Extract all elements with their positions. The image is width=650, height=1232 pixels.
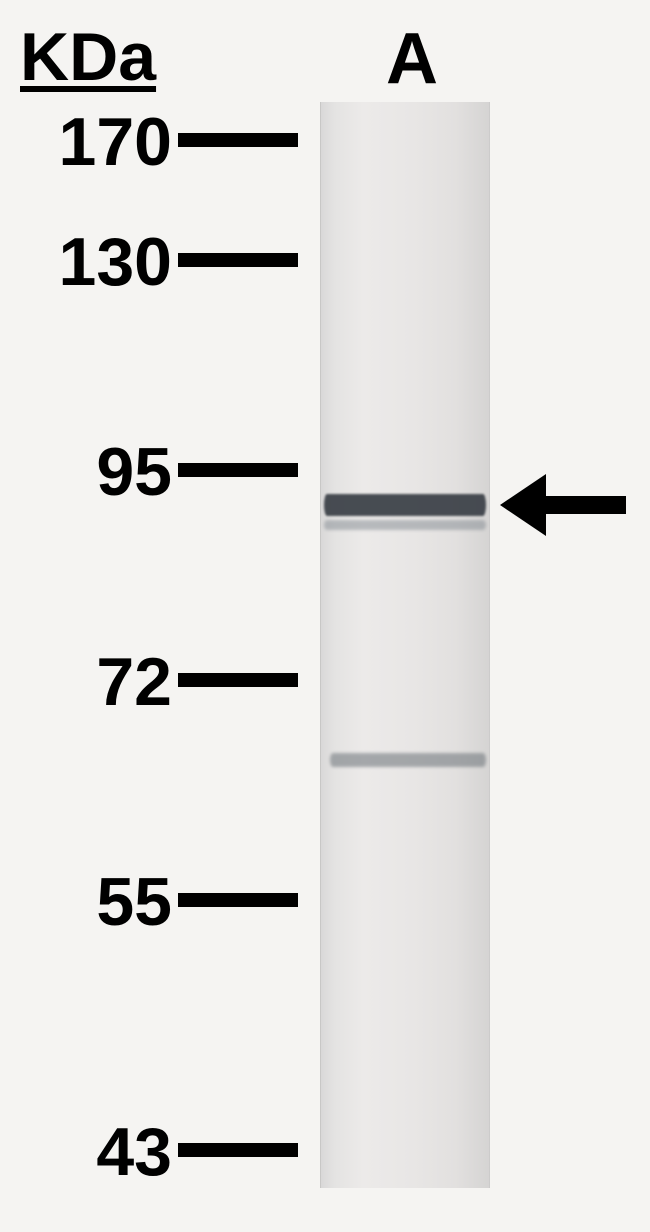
marker-value-1: 130 xyxy=(0,223,172,301)
marker-value-5: 43 xyxy=(0,1113,172,1191)
marker-tick-2 xyxy=(178,463,298,477)
marker-value-4: 55 xyxy=(0,863,172,941)
lane-a-label: A xyxy=(386,18,438,100)
marker-value-3: 72 xyxy=(0,643,172,721)
marker-value-2: 95 xyxy=(0,433,172,511)
marker-tick-0 xyxy=(178,133,298,147)
marker-value-0: 170 xyxy=(0,103,172,181)
western-blot-figure: KDa A 170 130 95 72 55 43 xyxy=(0,0,650,1232)
marker-tick-3 xyxy=(178,673,298,687)
band-secondary xyxy=(330,753,486,767)
marker-tick-1 xyxy=(178,253,298,267)
target-arrow-head xyxy=(500,474,546,536)
band-primary xyxy=(324,494,486,516)
marker-tick-5 xyxy=(178,1143,298,1157)
unit-label: KDa xyxy=(20,18,156,96)
band-primary-shadow xyxy=(324,520,486,530)
lane-a xyxy=(320,102,490,1188)
marker-tick-4 xyxy=(178,893,298,907)
